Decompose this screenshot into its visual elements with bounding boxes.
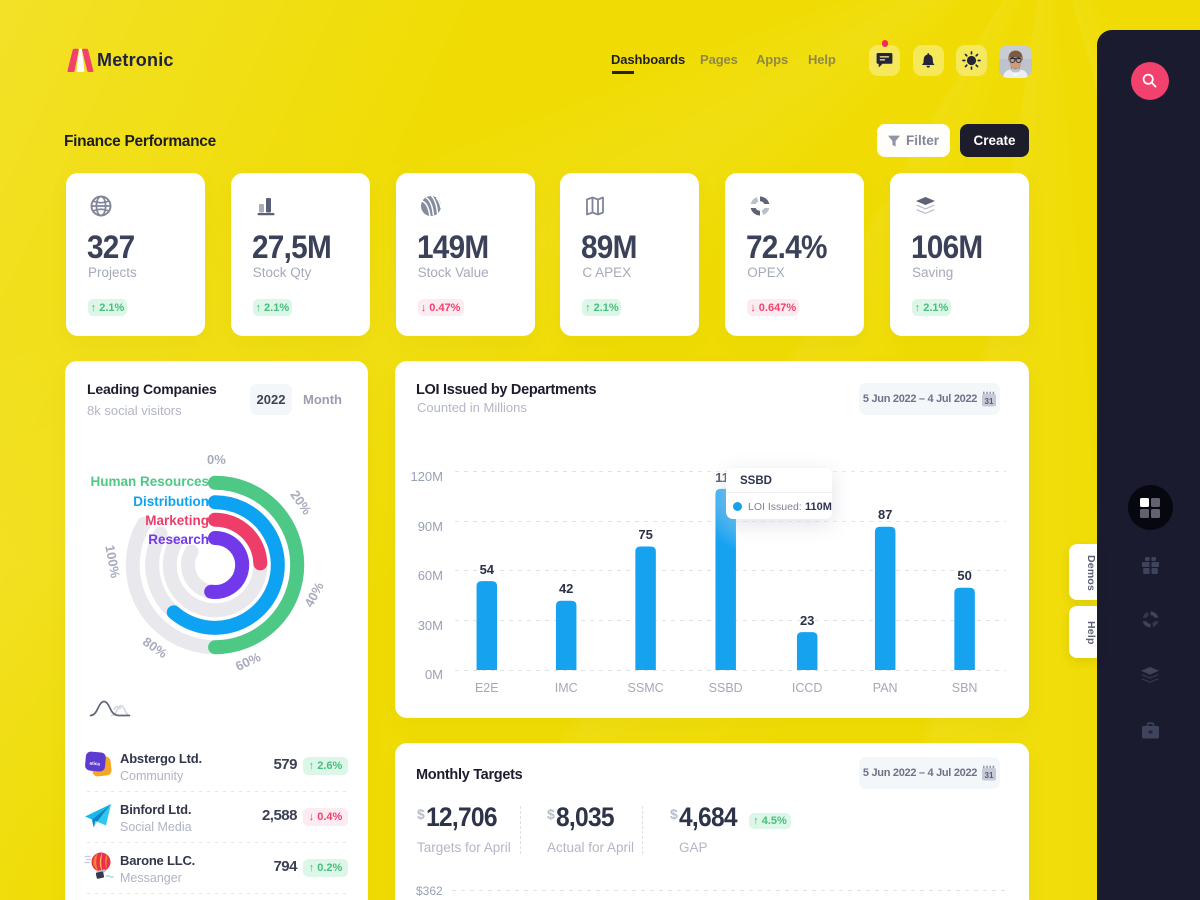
svg-text:atica: atica xyxy=(89,761,100,767)
svg-text:31: 31 xyxy=(985,397,994,406)
svg-text:31: 31 xyxy=(985,771,994,780)
